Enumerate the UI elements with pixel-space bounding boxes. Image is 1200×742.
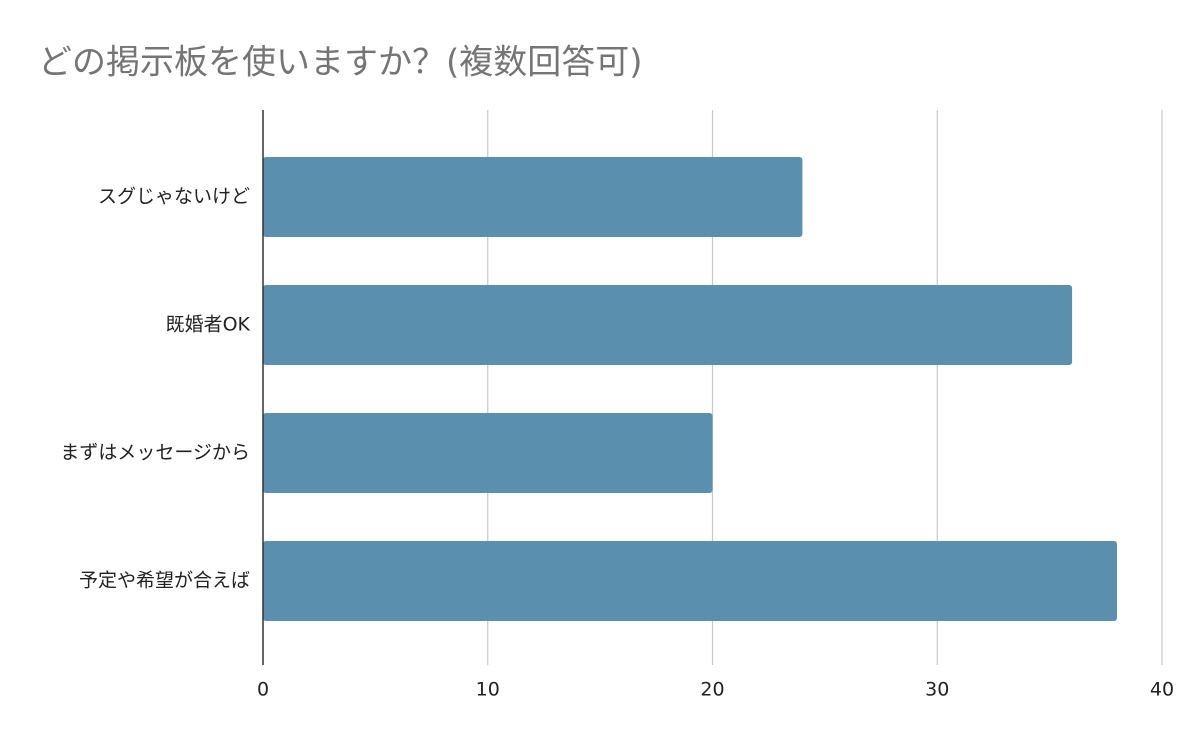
- x-tick-label: 10: [476, 679, 500, 701]
- bar: [263, 413, 713, 493]
- bar: [263, 285, 1073, 365]
- bar: [263, 541, 1118, 621]
- chart-title: どの掲示板を使いますか？(複数回答可): [38, 43, 643, 83]
- x-tick-label: 20: [700, 679, 724, 701]
- bar: [263, 157, 803, 237]
- x-tick-label: 30: [925, 679, 949, 701]
- x-tick-label: 40: [1150, 679, 1174, 701]
- x-tick-label: 0: [257, 679, 269, 701]
- y-tick-label: 既婚者OK: [166, 314, 251, 336]
- y-tick-label: 予定や希望が合えば: [79, 570, 250, 592]
- y-tick-label: まずはメッセージから: [60, 442, 250, 464]
- y-tick-label: スグじゃないけど: [98, 186, 250, 208]
